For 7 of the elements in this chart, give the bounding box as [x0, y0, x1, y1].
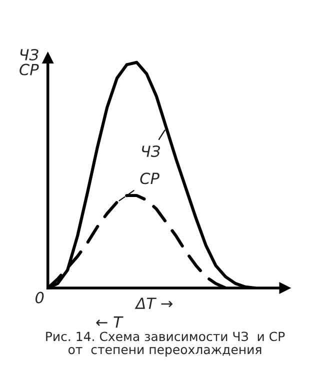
y-axis-title: ЧЗ СР [20, 48, 39, 76]
series-label: СР [140, 172, 160, 184]
x-axis-title: ΔT → [134, 298, 172, 309]
text: ← T [96, 316, 124, 328]
text: 0 [36, 292, 44, 304]
legend-label: ЧЗ [142, 146, 160, 158]
text: Рис. 14. Схема зависимости ЧЗ и СР от степени переохлаждения [46, 332, 285, 357]
